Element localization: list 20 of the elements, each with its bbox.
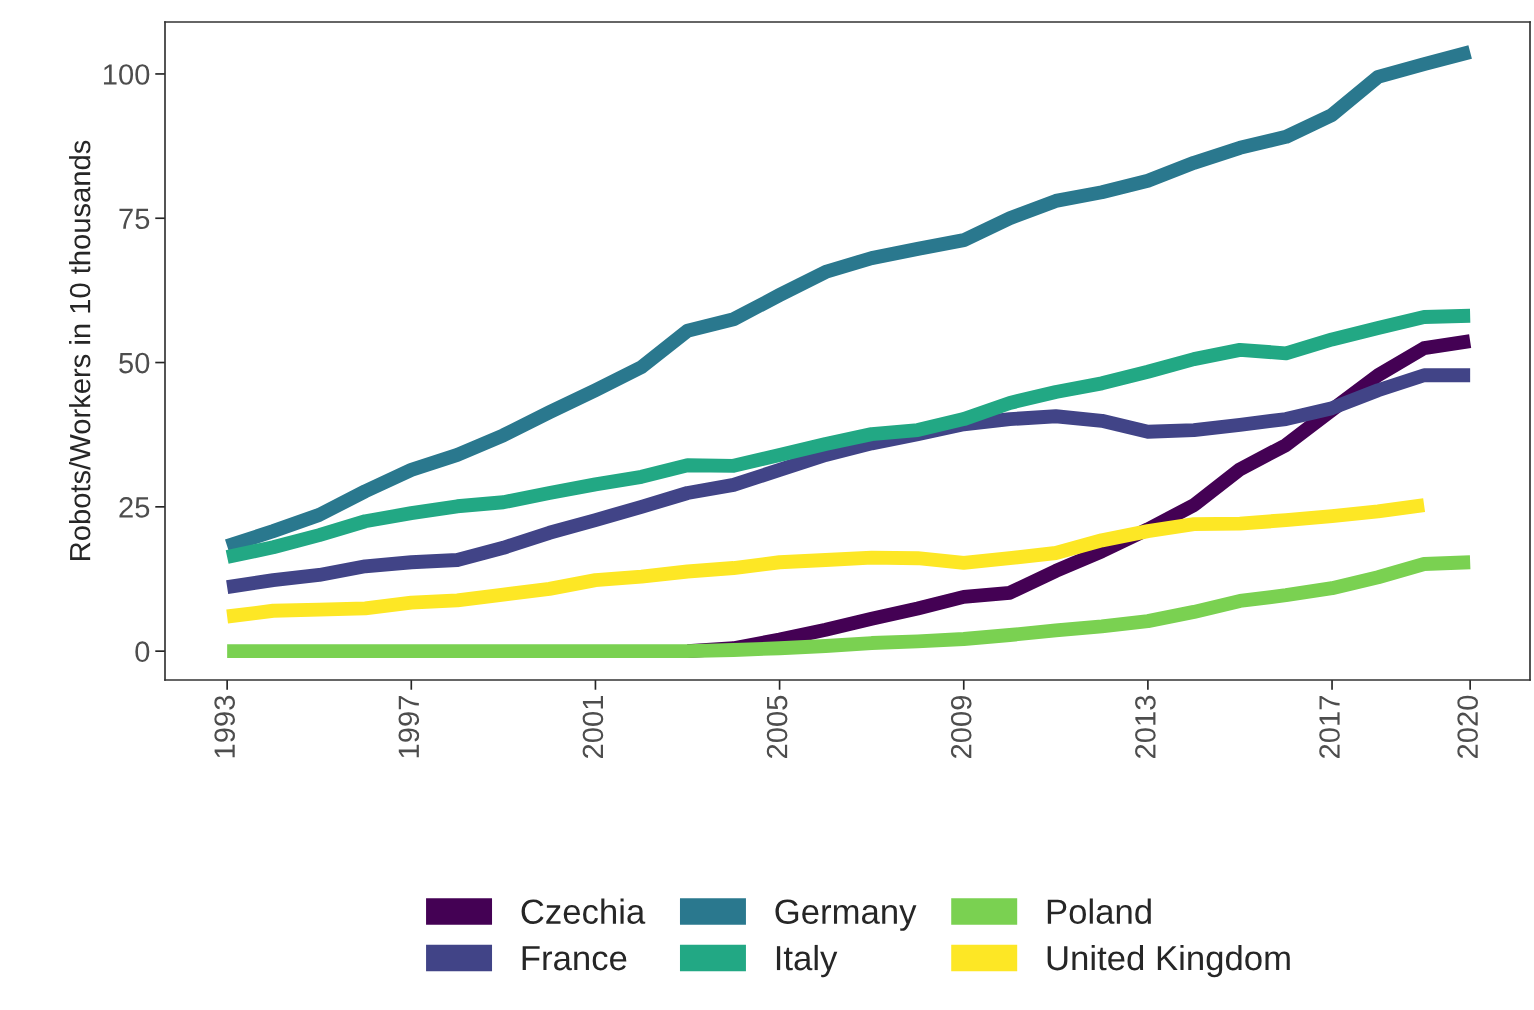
x-tick-label: 1993 [214,695,235,758]
y-axis-title: Robots/Workers in 10 thousands [69,140,91,560]
legend-label: Italy [776,944,838,978]
y-tick-label: 25 [119,497,150,518]
y-tick-label: 100 [103,64,150,85]
x-tick-label: 2001 [582,696,604,758]
x-tick-label: 2013 [1135,695,1156,758]
y-tick-label: 0 [135,641,150,662]
legend-label: United Kingdom [1047,944,1290,978]
x-tick-label: 2017 [1319,696,1340,758]
x-tick-label: 2005 [766,695,788,758]
x-tick-label: 2009 [950,695,972,758]
legend-label: Czechia [521,898,646,924]
legend-label: Germany [775,899,917,931]
legend-label: France [522,946,627,971]
y-tick-label: 75 [119,208,150,230]
x-tick-label: 2020 [1457,695,1478,758]
x-tick-label: 1997 [398,696,420,758]
y-tick-label: 50 [119,352,150,374]
legend-label: Poland [1047,898,1151,924]
